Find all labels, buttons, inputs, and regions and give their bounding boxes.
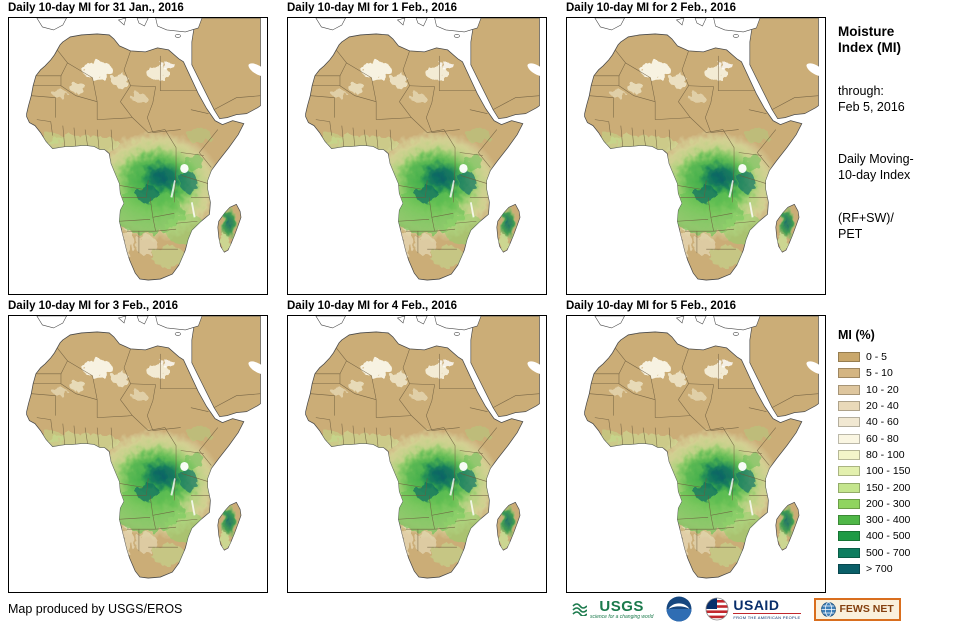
map-frame <box>8 17 268 295</box>
legend-item: 5 - 10 <box>838 365 962 381</box>
legend-swatch <box>838 449 860 460</box>
legend-swatch <box>838 417 860 428</box>
map-panel-1feb: Daily 10-day MI for 1 Feb., 2016 <box>287 2 547 295</box>
legend-swatch <box>838 498 860 509</box>
map-frame <box>287 17 547 295</box>
legend-title: MI (%) <box>838 328 875 342</box>
through-block: through: Feb 5, 2016 <box>838 83 962 115</box>
legend-swatch <box>838 515 860 526</box>
through-label: through: <box>838 83 884 98</box>
map-panel-title: Daily 10-day MI for 3 Feb., 2016 <box>8 300 179 312</box>
map-panel-title: Daily 10-day MI for 31 Jan., 2016 <box>8 2 184 14</box>
legend-label: 100 - 150 <box>866 465 911 478</box>
mi-legend: MI (%) 0 - 5 5 - 10 10 - 20 20 - 40 40 -… <box>838 328 962 577</box>
legend-item: 100 - 150 <box>838 463 962 479</box>
map-panel-5feb: Daily 10-day MI for 5 Feb., 2016 <box>566 300 826 593</box>
map-panel-title: Daily 10-day MI for 5 Feb., 2016 <box>566 300 737 312</box>
legend-label: 500 - 700 <box>866 546 911 559</box>
usaid-seal-icon <box>705 597 729 621</box>
usaid-logo: USAID FROM THE AMERICAN PEOPLE <box>705 597 801 621</box>
fews-net-logo-text: FEWS NET <box>839 603 894 615</box>
map-frame <box>287 315 547 593</box>
index-description: Daily Moving-10-day Index <box>838 151 914 182</box>
legend-swatch <box>838 433 860 444</box>
legend-label: 80 - 100 <box>866 448 905 461</box>
legend-swatch <box>838 482 860 493</box>
usaid-logo-tagline: FROM THE AMERICAN PEOPLE <box>733 613 801 620</box>
legend-label: 150 - 200 <box>866 481 911 494</box>
formula: (RF+SW)/ PET <box>838 211 962 242</box>
formula-line1: (RF+SW)/ <box>838 210 894 225</box>
map-panel-2feb: Daily 10-day MI for 2 Feb., 2016 <box>566 2 826 295</box>
fews-net-logo: FEWS NET <box>813 597 901 621</box>
legend-item: 150 - 200 <box>838 479 962 495</box>
legend-swatch <box>838 466 860 477</box>
legend-swatch <box>838 564 860 574</box>
africa-moisture-map <box>567 18 825 294</box>
africa-moisture-map <box>9 316 267 592</box>
legend-label: 400 - 500 <box>866 530 911 543</box>
legend-item: > 700 <box>838 561 962 577</box>
legend-item: 0 - 5 <box>838 349 962 365</box>
africa-moisture-map <box>288 18 546 294</box>
legend-label: 0 - 5 <box>866 351 888 364</box>
map-frame <box>566 17 826 295</box>
legend-label: 200 - 300 <box>866 497 911 510</box>
legend-swatch <box>838 352 860 363</box>
map-panel-title: Daily 10-day MI for 1 Feb., 2016 <box>287 2 458 14</box>
noaa-logo <box>666 596 692 622</box>
legend-item: 10 - 20 <box>838 382 962 398</box>
legend-label: 20 - 40 <box>866 400 899 413</box>
map-panel-title: Daily 10-day MI for 4 Feb., 2016 <box>287 300 458 312</box>
legend-label: 300 - 400 <box>866 514 911 527</box>
legend-label: 40 - 60 <box>866 416 899 429</box>
legend-swatch <box>838 368 860 379</box>
sidebar-title: Moisture Index (MI) <box>838 24 901 56</box>
legend-label: 10 - 20 <box>866 383 899 396</box>
legend-item: 500 - 700 <box>838 545 962 561</box>
through-date: Feb 5, 2016 <box>838 99 905 114</box>
africa-moisture-map <box>288 316 546 592</box>
legend-swatch <box>838 531 860 542</box>
map-frame <box>8 315 268 593</box>
usaid-logo-text: USAID <box>733 597 780 613</box>
legend-item: 80 - 100 <box>838 447 962 463</box>
legend-swatch <box>838 401 860 412</box>
globe-icon <box>820 601 836 617</box>
legend-swatch <box>838 547 860 558</box>
legend-item: 60 - 80 <box>838 430 962 446</box>
legend-item: 400 - 500 <box>838 528 962 544</box>
formula-line2: PET <box>838 226 863 241</box>
legend-label: > 700 <box>866 563 893 575</box>
legend-item: 40 - 60 <box>838 414 962 430</box>
map-panel-3feb: Daily 10-day MI for 3 Feb., 2016 <box>8 300 268 593</box>
legend-label: 60 - 80 <box>866 432 899 445</box>
map-panel-31jan: Daily 10-day MI for 31 Jan., 2016 <box>8 2 268 295</box>
map-panel-title: Daily 10-day MI for 2 Feb., 2016 <box>566 2 737 14</box>
legend-item: 20 - 40 <box>838 398 962 414</box>
usgs-logo-text: USGS <box>599 597 644 615</box>
legend-label: 5 - 10 <box>866 367 893 380</box>
legend-item: 200 - 300 <box>838 496 962 512</box>
map-attribution: Map produced by USGS/EROS <box>8 602 183 616</box>
legend-swatch <box>838 384 860 395</box>
info-sidebar: Moisture Index (MI) through: Feb 5, 2016… <box>838 24 962 242</box>
usgs-wave-icon <box>572 603 587 616</box>
usgs-logo-tagline: science for a changing world <box>590 613 654 620</box>
map-panel-4feb: Daily 10-day MI for 4 Feb., 2016 <box>287 300 547 593</box>
logo-strip: USGS science for a changing world USAID … <box>572 593 901 625</box>
africa-moisture-map <box>567 316 825 592</box>
africa-moisture-map <box>9 18 267 294</box>
map-frame <box>566 315 826 593</box>
legend-item: 300 - 400 <box>838 512 962 528</box>
usgs-logo: USGS science for a changing world <box>572 599 653 620</box>
